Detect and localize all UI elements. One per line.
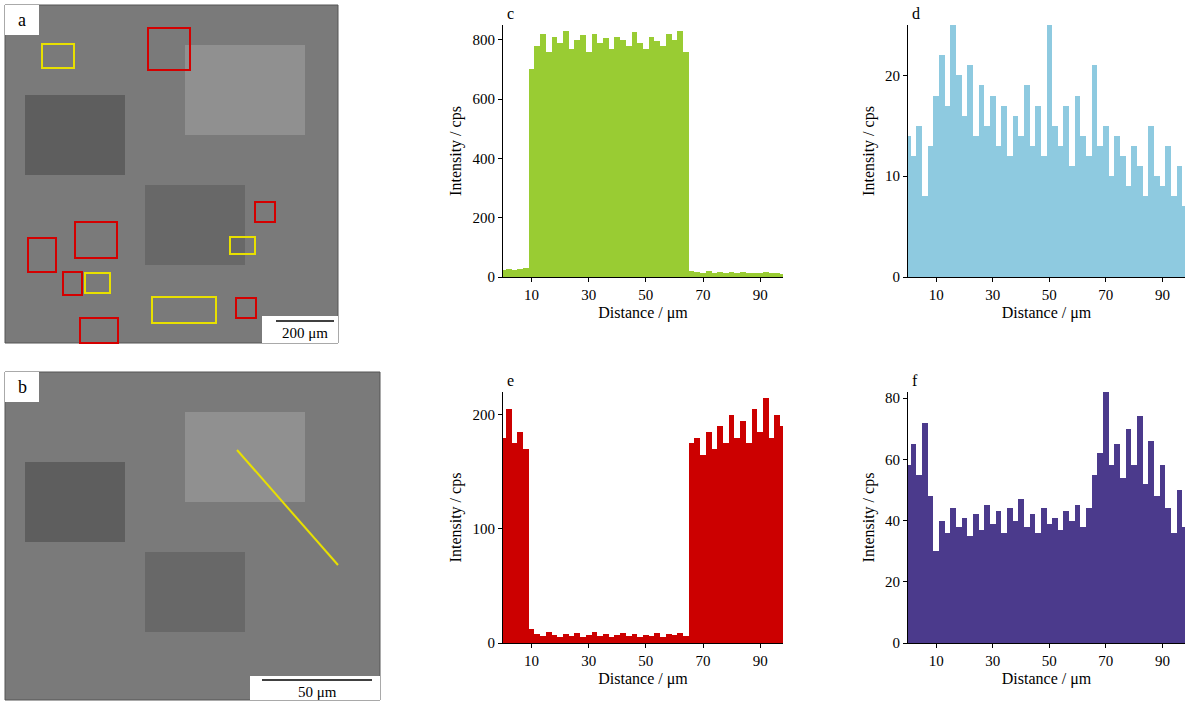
svg-text:f: f	[912, 372, 918, 389]
svg-text:200 μm: 200 μm	[282, 325, 328, 341]
svg-text:60: 60	[885, 452, 900, 468]
svg-text:90: 90	[753, 653, 768, 669]
svg-text:70: 70	[696, 287, 711, 303]
svg-text:50: 50	[1042, 653, 1057, 669]
svg-text:d: d	[912, 5, 920, 22]
svg-text:Intensity / cps: Intensity / cps	[860, 106, 878, 196]
svg-text:Distance / μm: Distance / μm	[598, 304, 688, 322]
svg-text:c: c	[507, 5, 514, 22]
svg-text:50: 50	[1042, 287, 1057, 303]
svg-text:90: 90	[753, 287, 768, 303]
svg-text:400: 400	[473, 151, 496, 167]
svg-text:Intensity / cps: Intensity / cps	[860, 473, 878, 563]
svg-text:Distance / μm: Distance / μm	[598, 670, 688, 688]
svg-text:Distance / μm: Distance / μm	[1002, 670, 1092, 688]
svg-text:10: 10	[524, 653, 539, 669]
svg-text:70: 70	[1098, 287, 1113, 303]
svg-text:100: 100	[473, 521, 496, 537]
svg-text:80: 80	[885, 390, 900, 406]
svg-text:Intensity / cps: Intensity / cps	[447, 473, 465, 563]
svg-text:Distance / μm: Distance / μm	[1002, 304, 1092, 322]
svg-text:70: 70	[1098, 653, 1113, 669]
svg-text:10: 10	[524, 287, 539, 303]
svg-text:0: 0	[893, 635, 901, 651]
svg-text:20: 20	[885, 574, 900, 590]
svg-text:30: 30	[985, 287, 1000, 303]
svg-text:e: e	[507, 372, 514, 389]
svg-text:20: 20	[885, 68, 900, 84]
svg-text:40: 40	[885, 513, 900, 529]
svg-text:50: 50	[638, 653, 653, 669]
svg-text:50 μm: 50 μm	[298, 684, 337, 700]
svg-text:800: 800	[473, 32, 496, 48]
svg-text:10: 10	[929, 653, 944, 669]
svg-text:30: 30	[581, 287, 596, 303]
svg-text:90: 90	[1155, 287, 1170, 303]
svg-text:90: 90	[1155, 653, 1170, 669]
svg-text:70: 70	[696, 653, 711, 669]
svg-text:10: 10	[885, 168, 900, 184]
svg-text:30: 30	[581, 653, 596, 669]
svg-text:0: 0	[893, 269, 901, 285]
svg-text:Intensity / cps: Intensity / cps	[447, 106, 465, 196]
svg-text:600: 600	[473, 91, 496, 107]
svg-text:200: 200	[473, 407, 496, 423]
svg-text:a: a	[18, 10, 26, 30]
svg-text:200: 200	[473, 210, 496, 226]
svg-text:0: 0	[488, 635, 496, 651]
svg-text:30: 30	[985, 653, 1000, 669]
svg-text:0: 0	[488, 269, 496, 285]
svg-text:b: b	[18, 377, 27, 397]
svg-text:10: 10	[929, 287, 944, 303]
svg-text:50: 50	[638, 287, 653, 303]
